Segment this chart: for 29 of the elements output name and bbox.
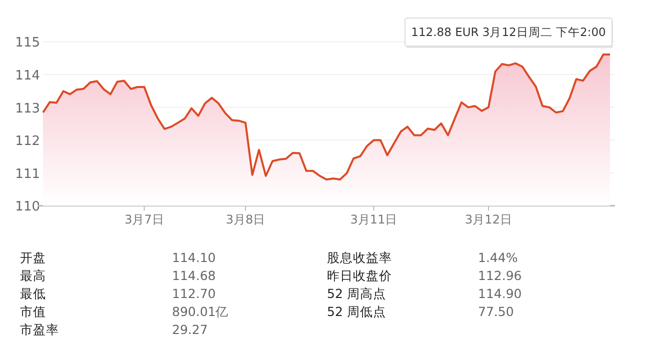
text: 114.10 <box>172 250 216 265</box>
text: 开盘 <box>20 250 46 265</box>
text: 市盈率 <box>20 322 59 337</box>
text: 股息收益率 <box>327 250 392 265</box>
text: 112.96 <box>478 268 522 283</box>
text: 29.27 <box>172 322 208 337</box>
text: 114.68 <box>172 268 216 283</box>
x-tick-label: 3月8日 <box>226 212 266 227</box>
text: 最高 <box>20 268 46 283</box>
x-tick-label: 3月7日 <box>124 212 164 227</box>
x-tick-label: 3月12日 <box>465 212 512 227</box>
x-tick-label: 3月11日 <box>350 212 398 227</box>
text: 1.44% <box>478 250 518 265</box>
y-tick-label: 114 <box>15 68 40 84</box>
text: 52 周低点 <box>327 304 386 319</box>
text: 市值 <box>20 304 46 319</box>
text: 昨日收盘价 <box>327 268 392 283</box>
text: 77.50 <box>478 304 514 319</box>
y-tick-label: 110 <box>15 200 40 215</box>
y-tick-label: 113 <box>15 101 40 116</box>
text: 890.01亿 <box>172 304 229 319</box>
text: 114.90 <box>478 286 522 301</box>
y-tick-label: 111 <box>15 166 40 182</box>
y-tick-label: 115 <box>15 36 40 51</box>
text: 52 周高点 <box>327 286 386 301</box>
text: 112.70 <box>172 286 216 301</box>
y-tick-label: 112 <box>15 134 40 150</box>
tooltip: 112.88 EUR 3月12日周二 下午2:00 <box>404 18 613 48</box>
text: 最低 <box>20 286 46 301</box>
